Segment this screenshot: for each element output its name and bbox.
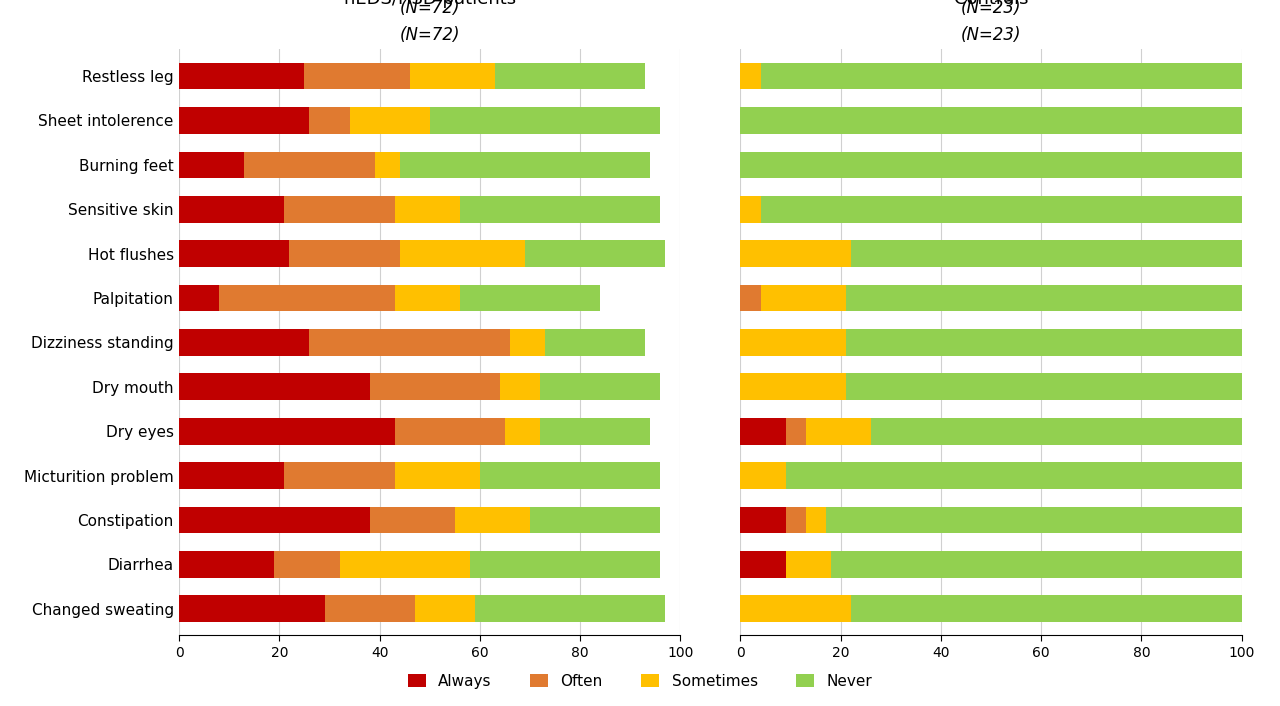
Text: (N=72): (N=72)	[399, 25, 460, 44]
Bar	[786, 507, 805, 533]
Bar	[399, 240, 525, 267]
Bar	[284, 196, 394, 222]
Bar	[394, 462, 480, 489]
Bar	[740, 507, 786, 533]
Bar	[370, 507, 454, 533]
Bar	[179, 373, 370, 400]
Bar	[305, 63, 410, 90]
Text: (N=23): (N=23)	[961, 0, 1021, 17]
Bar	[545, 329, 645, 356]
Bar	[786, 462, 1242, 489]
Bar	[370, 373, 500, 400]
Text: hEDS/HSD patients: hEDS/HSD patients	[344, 0, 516, 8]
Bar	[740, 196, 760, 222]
Bar	[740, 462, 786, 489]
Bar	[740, 107, 1242, 133]
Bar	[375, 152, 399, 178]
Bar	[310, 107, 349, 133]
Bar	[870, 418, 1242, 445]
Bar	[310, 329, 509, 356]
Bar	[740, 373, 846, 400]
Bar	[470, 551, 660, 578]
Bar	[740, 551, 786, 578]
Bar	[851, 240, 1242, 267]
Bar	[460, 196, 660, 222]
Bar	[530, 507, 660, 533]
Bar	[179, 63, 305, 90]
Bar	[740, 63, 760, 90]
Bar	[244, 152, 375, 178]
Bar	[540, 373, 660, 400]
Bar	[179, 551, 274, 578]
Bar	[339, 551, 470, 578]
Legend: Always, Often, Sometimes, Never: Always, Often, Sometimes, Never	[402, 668, 878, 695]
Bar	[289, 240, 399, 267]
Bar	[760, 196, 1242, 222]
Bar	[786, 418, 805, 445]
Bar	[460, 285, 600, 311]
Bar	[500, 373, 540, 400]
Bar	[349, 107, 430, 133]
Text: (N=72): (N=72)	[399, 0, 460, 17]
Bar	[740, 285, 760, 311]
Bar	[826, 507, 1242, 533]
Bar	[805, 418, 870, 445]
Bar	[846, 285, 1242, 311]
Bar	[760, 285, 846, 311]
Bar	[179, 196, 284, 222]
Bar	[475, 595, 666, 622]
Bar	[846, 373, 1242, 400]
Bar	[179, 595, 325, 622]
Bar	[851, 595, 1242, 622]
Bar	[179, 329, 310, 356]
Bar	[410, 63, 495, 90]
Bar	[495, 63, 645, 90]
Bar	[540, 418, 650, 445]
Bar	[740, 595, 851, 622]
Bar	[394, 196, 460, 222]
Bar	[179, 418, 394, 445]
Bar	[480, 462, 660, 489]
Bar	[179, 462, 284, 489]
Bar	[325, 595, 415, 622]
Bar	[430, 107, 660, 133]
Bar	[740, 418, 786, 445]
Bar	[760, 63, 1242, 90]
Bar	[274, 551, 339, 578]
Bar	[525, 240, 666, 267]
Bar	[179, 240, 289, 267]
Bar	[786, 551, 831, 578]
Bar	[740, 240, 851, 267]
Bar	[179, 507, 370, 533]
Bar	[179, 152, 244, 178]
Bar	[284, 462, 394, 489]
Text: Controls: Controls	[954, 0, 1028, 8]
Text: (N=23): (N=23)	[961, 25, 1021, 44]
Bar	[399, 152, 650, 178]
Bar	[415, 595, 475, 622]
Bar	[394, 418, 504, 445]
Bar	[740, 329, 846, 356]
Bar	[504, 418, 540, 445]
Bar	[805, 507, 826, 533]
Bar	[179, 107, 310, 133]
Bar	[509, 329, 545, 356]
Bar	[179, 285, 219, 311]
Bar	[454, 507, 530, 533]
Bar	[831, 551, 1242, 578]
Bar	[219, 285, 394, 311]
Bar	[740, 152, 1242, 178]
Bar	[846, 329, 1242, 356]
Bar	[394, 285, 460, 311]
